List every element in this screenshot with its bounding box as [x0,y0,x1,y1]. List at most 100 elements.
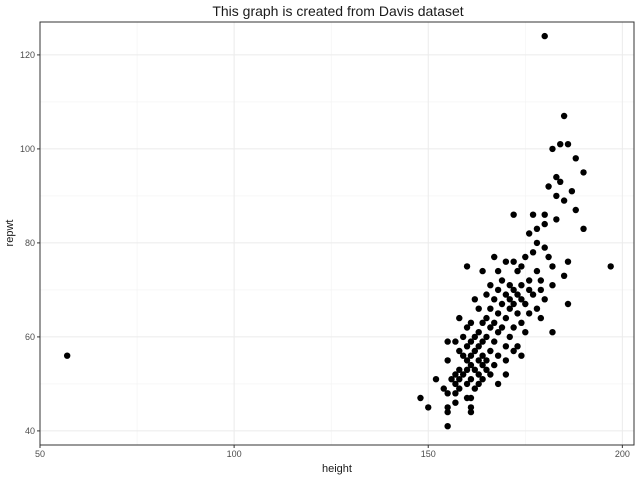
data-point [525,310,533,317]
data-point [467,352,475,359]
data-point [510,286,517,294]
data-point [463,324,471,331]
data-point [467,394,475,402]
data-point [502,258,510,265]
y-tick-label: 40 [25,426,35,436]
data-point [459,371,467,378]
data-point [553,216,560,223]
data-point [475,357,482,364]
data-point [444,357,451,364]
data-point [502,357,510,364]
data-point [471,296,479,303]
data-point [475,343,482,350]
data-point [444,408,451,416]
data-point [518,296,525,303]
data-point [498,300,506,308]
data-point [557,141,564,148]
data-point [514,310,521,317]
data-point [479,361,486,369]
data-point [518,319,525,326]
data-point [522,253,529,261]
data-point [467,408,475,416]
data-point [537,277,545,284]
data-point [463,343,471,350]
data-point [452,399,459,406]
data-point [572,206,579,214]
x-tick-label: 100 [227,449,242,459]
data-point [533,225,541,232]
x-axis: 50 100 150 200 [35,445,630,459]
data-point [510,347,517,355]
data-point [529,291,537,298]
data-point [491,361,498,369]
data-point [533,305,541,312]
data-point [518,352,525,359]
data-point [479,338,486,345]
data-point [607,263,614,270]
data-point [463,366,471,373]
x-tick-label: 200 [615,449,630,459]
data-point [564,141,572,148]
data-point [491,319,498,326]
data-point [541,220,548,228]
chart-title: This graph is created from Davis dataset [212,3,463,19]
data-point [541,32,548,40]
data-point [506,333,513,341]
data-point [475,371,482,378]
data-point [483,366,490,373]
data-point [502,371,510,378]
data-point [483,357,490,364]
data-point [444,404,451,411]
y-axis-title: repwt [4,220,16,247]
data-point [494,267,502,275]
data-point [440,385,447,392]
data-point [545,183,552,190]
data-point [560,272,568,279]
data-point [491,338,498,345]
data-point [467,404,475,411]
x-tick-label: 50 [35,449,45,459]
data-point [467,319,475,326]
data-point [494,310,502,317]
data-point [506,282,513,289]
data-point [533,239,541,247]
data-point [506,305,513,312]
data-point [475,305,482,312]
data-point [514,291,521,298]
data-point [522,300,529,308]
data-point [549,145,556,153]
data-point [494,380,502,388]
data-point [525,277,533,284]
data-point [479,376,486,383]
data-point [471,333,479,341]
data-point [456,314,463,322]
y-tick-label: 100 [20,144,35,154]
data-point [487,282,494,289]
data-point [475,380,482,388]
data-point [553,192,560,200]
data-point [498,324,506,331]
data-point [510,258,517,265]
data-point [463,263,471,270]
y-tick-label: 60 [25,332,35,342]
data-point [510,324,517,331]
data-point [553,173,560,181]
data-point [456,347,463,355]
data-point [537,314,545,322]
data-point [533,267,541,275]
data-point [537,286,545,294]
data-point [549,329,556,336]
data-point [525,230,533,237]
y-tick-label: 80 [25,238,35,248]
data-point [506,296,513,303]
data-point [498,277,506,284]
data-point [494,329,502,336]
data-point [479,352,486,359]
data-point [557,178,564,185]
data-point [502,314,510,322]
data-point [518,263,525,270]
data-point [487,371,494,378]
data-point [541,296,548,303]
data-point [471,347,479,355]
